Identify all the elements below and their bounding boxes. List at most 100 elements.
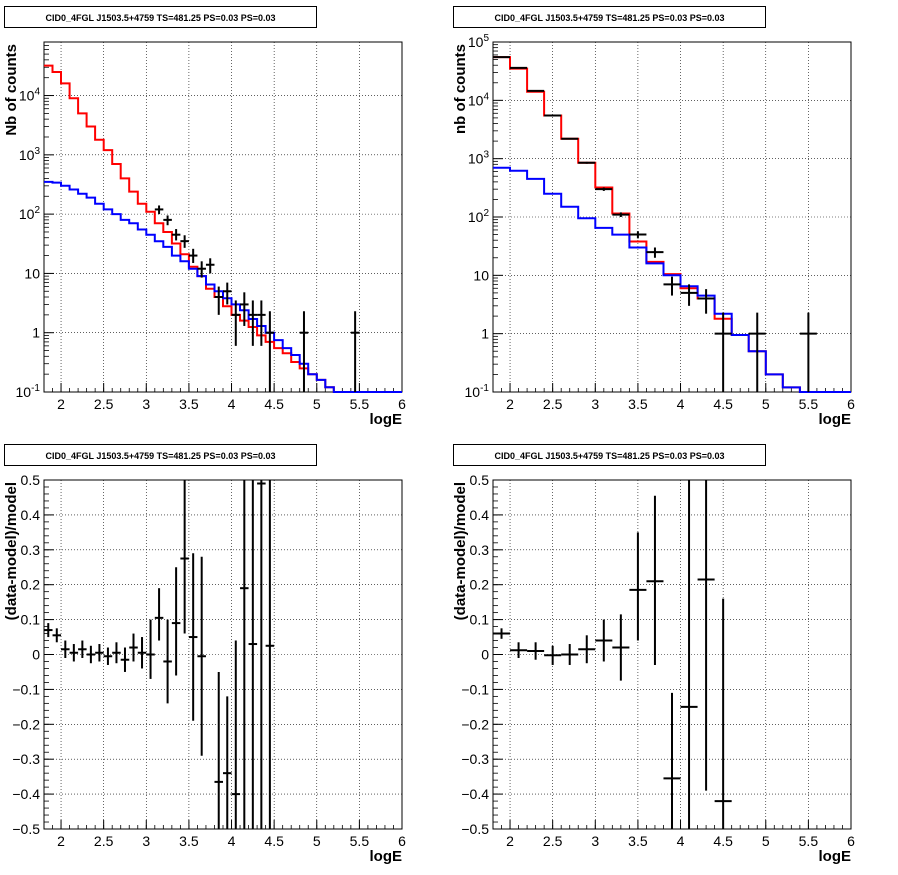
data-point bbox=[799, 312, 817, 392]
x-tick-label: 5 bbox=[762, 833, 770, 849]
data-point bbox=[86, 645, 96, 664]
data-point bbox=[714, 598, 732, 829]
data-point bbox=[69, 644, 79, 662]
x-tick-label: 5 bbox=[762, 396, 770, 412]
y-tick-exponent: 2 bbox=[34, 205, 40, 216]
x-tick-label: 5.5 bbox=[350, 833, 370, 849]
data-point bbox=[350, 311, 360, 392]
x-tick-label: 3.5 bbox=[628, 396, 648, 412]
data-point bbox=[248, 300, 258, 346]
y-tick-label: −0.4 bbox=[12, 786, 40, 802]
data-point bbox=[171, 229, 181, 241]
x-tick-label: 6 bbox=[398, 833, 406, 849]
y-tick-label: 10 bbox=[473, 267, 489, 283]
y-tick-exponent: 2 bbox=[483, 208, 489, 219]
data-point bbox=[299, 311, 309, 392]
x-tick-label: 6 bbox=[847, 833, 855, 849]
y-tick-label: 0.3 bbox=[470, 542, 490, 558]
x-tick-label: 4.5 bbox=[264, 833, 284, 849]
data-point bbox=[214, 286, 223, 315]
data-point bbox=[154, 588, 164, 641]
data-point bbox=[231, 640, 241, 829]
data-point bbox=[248, 480, 258, 829]
data-point bbox=[180, 480, 189, 634]
y-tick-label: 0.5 bbox=[470, 472, 490, 488]
y-tick-label: 104 bbox=[468, 91, 490, 108]
y-axis-label: nb of counts bbox=[452, 44, 469, 134]
data-point bbox=[714, 312, 732, 392]
data-point bbox=[561, 644, 579, 665]
plot-frame bbox=[492, 41, 852, 393]
y-tick-label: 103 bbox=[468, 150, 490, 167]
y-tick-label: 102 bbox=[19, 205, 41, 222]
y-tick-exponent: -1 bbox=[480, 383, 489, 394]
data-point bbox=[544, 114, 562, 117]
y-tick-label: −0.5 bbox=[461, 821, 489, 837]
data-point bbox=[257, 480, 266, 829]
x-tick-label: 2 bbox=[57, 396, 65, 412]
data-point bbox=[595, 187, 613, 191]
y-axis-label: (data-model)/model bbox=[452, 482, 469, 620]
data-point bbox=[197, 556, 206, 756]
data-point bbox=[163, 215, 172, 226]
data-point bbox=[646, 247, 664, 258]
x-tick-label: 2.5 bbox=[94, 833, 114, 849]
data-point bbox=[180, 235, 189, 248]
y-tick-exponent: -1 bbox=[31, 383, 40, 394]
data-point bbox=[78, 640, 87, 658]
x-tick-label: 4 bbox=[228, 396, 236, 412]
y-tick-label: 0.1 bbox=[470, 612, 490, 628]
x-tick-label: 3.5 bbox=[179, 396, 199, 412]
y-tick-label: 10-1 bbox=[16, 383, 41, 400]
x-tick-label: 5.5 bbox=[799, 396, 819, 412]
data-point bbox=[188, 553, 198, 721]
x-tick-label: 4.5 bbox=[713, 833, 733, 849]
y-tick-label: 103 bbox=[19, 146, 41, 163]
y-tick-label: −0.3 bbox=[461, 751, 489, 767]
data-point bbox=[146, 619, 155, 679]
data-point bbox=[612, 212, 630, 217]
panel-4-title: CID0_4FGL J1503.5+4759 TS=481.25 PS=0.03… bbox=[453, 444, 766, 466]
data-point bbox=[129, 633, 138, 662]
data-point bbox=[663, 692, 681, 829]
data-point bbox=[120, 647, 130, 672]
y-tick-label: 0.2 bbox=[21, 577, 41, 593]
data-point bbox=[680, 480, 698, 829]
y-tick-label: 0.4 bbox=[21, 507, 41, 523]
x-tick-label: 6 bbox=[847, 396, 855, 412]
x-tick-label: 3 bbox=[591, 833, 599, 849]
plot-frame bbox=[43, 479, 403, 830]
data-point bbox=[163, 619, 172, 704]
y-tick-label: −0.2 bbox=[12, 716, 40, 732]
data-point bbox=[240, 292, 249, 326]
x-tick-label: 5.5 bbox=[350, 396, 370, 412]
y-tick-label: 104 bbox=[19, 87, 41, 104]
data-point bbox=[265, 480, 275, 829]
data-point bbox=[137, 637, 147, 669]
data-point bbox=[629, 231, 647, 239]
x-tick-label: 2.5 bbox=[94, 396, 114, 412]
y-tick-label: 10-1 bbox=[465, 383, 490, 400]
x-axis-label: logE bbox=[370, 848, 403, 865]
y-axis-label: Nb of counts bbox=[3, 44, 20, 136]
data-point bbox=[561, 137, 579, 140]
y-tick-label: 1 bbox=[481, 326, 489, 342]
y-tick-exponent: 4 bbox=[483, 91, 489, 102]
data-point bbox=[748, 312, 766, 392]
data-point bbox=[240, 480, 249, 829]
data-point bbox=[527, 642, 545, 660]
panel-3-title: CID0_4FGL J1503.5+4759 TS=481.25 PS=0.03… bbox=[4, 444, 317, 466]
data-point bbox=[112, 642, 121, 664]
y-tick-label: −0.4 bbox=[461, 786, 489, 802]
x-tick-label: 3 bbox=[142, 833, 150, 849]
data-point bbox=[510, 66, 528, 69]
data-point bbox=[578, 635, 596, 664]
y-tick-label: −0.3 bbox=[12, 751, 40, 767]
y-tick-label: 10 bbox=[24, 265, 40, 281]
y-tick-exponent: 5 bbox=[483, 33, 489, 44]
data-point bbox=[697, 289, 715, 314]
